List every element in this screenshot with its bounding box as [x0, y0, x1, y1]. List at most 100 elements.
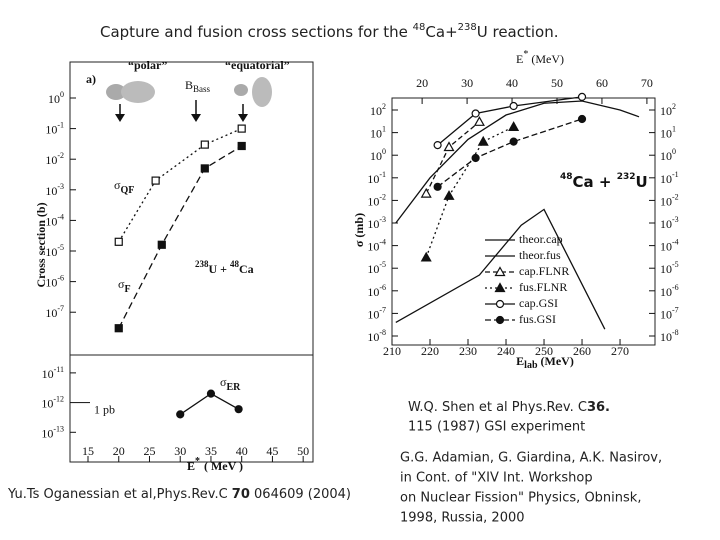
series-label: σER	[220, 375, 241, 394]
panel-label: a)	[86, 72, 96, 86]
data-point	[495, 299, 505, 309]
x2-tick-label: 60	[596, 76, 608, 90]
data-point	[237, 141, 246, 151]
data-point	[508, 121, 520, 131]
y-tick-label: 100	[48, 90, 64, 106]
x2-tick-label: 40	[506, 76, 518, 90]
x2-tick-label: 30	[461, 76, 473, 90]
y-tick-label: 10-7	[45, 304, 64, 320]
tick-exp: -12	[53, 394, 64, 403]
slide-title: Capture and fusion cross sections for th…	[100, 22, 559, 41]
tick-base: 10	[370, 126, 382, 140]
data-point	[477, 135, 489, 146]
tick-base: 10	[660, 262, 672, 276]
tick-base: 10	[45, 122, 57, 136]
x-tick-label: 240	[497, 344, 515, 358]
y-tick-label: 101	[660, 124, 676, 140]
tick-exp: -3	[57, 182, 64, 191]
tick-exp: 0	[382, 147, 386, 156]
x-tick-label: 220	[421, 344, 439, 358]
nucleus	[121, 81, 155, 103]
y-tick-label: 10-1	[660, 170, 679, 186]
tick-base: 10	[367, 217, 379, 231]
caption-line: G.G. Adamian, G. Giardina, A.K. Nasirov,	[400, 451, 662, 466]
data-point	[114, 237, 123, 246]
series-line	[395, 208, 606, 330]
tick-exp: 1	[672, 124, 676, 133]
x-tick-label: 270	[611, 344, 629, 358]
tick-base: 10	[660, 239, 672, 253]
data-point	[157, 240, 166, 249]
tick-exp: 0	[672, 147, 676, 156]
caption: W.Q. Shen et al Phys.Rev. C36.	[408, 400, 610, 415]
x-tick-label: 35	[205, 444, 217, 458]
y-tick-label: 10-5	[367, 260, 386, 276]
x2-tick-label: 50	[551, 76, 563, 90]
data-point	[494, 266, 506, 277]
arrows	[119, 100, 244, 120]
y-axis-title: Cross section (b)	[34, 202, 48, 287]
x-tick-label: 15	[82, 444, 94, 458]
y-tick-label: 101	[370, 124, 386, 140]
y-tick-label: 10-2	[45, 151, 64, 167]
nucleus	[252, 77, 272, 107]
data-point	[420, 187, 432, 198]
legend-label: theor.fus	[519, 248, 561, 262]
tick-base: 10	[660, 149, 672, 163]
y-tick-label: 10-3	[45, 182, 64, 198]
plot-frame	[391, 97, 656, 346]
data-point	[471, 153, 480, 163]
tick-base: 10	[660, 172, 672, 186]
caption-line: on Nuclear Fission" Physics, Obninsk,	[400, 491, 641, 506]
series-symbol: σ	[118, 277, 125, 291]
tick-base: 10	[48, 92, 60, 106]
data-point	[176, 410, 185, 419]
tick-base: 10	[367, 194, 379, 208]
tick-exp: -4	[57, 212, 64, 221]
data-point	[577, 114, 587, 124]
tick-base: 10	[370, 104, 382, 118]
y-tick-label: 10-2	[367, 192, 386, 208]
tick-exp: -11	[54, 365, 64, 374]
tick-base: 10	[41, 396, 53, 410]
tick-exp: -1	[57, 120, 64, 129]
y-tick-label: 10-3	[660, 215, 679, 231]
caption: 115 (1987) GSI experiment	[408, 420, 585, 435]
tick-base: 10	[45, 306, 57, 320]
tick-exp: -4	[672, 237, 679, 246]
x-tick-label: 45	[266, 444, 278, 458]
tick-exp: -8	[672, 328, 679, 337]
tick-exp: -6	[57, 273, 64, 282]
data-point	[494, 282, 506, 293]
tick-exp: -2	[379, 192, 386, 201]
x-tick-label: 20	[113, 444, 125, 458]
tick-base: 10	[660, 307, 672, 321]
series-label: σQF	[114, 178, 134, 197]
tick-exp: -7	[672, 305, 679, 314]
data-point	[234, 405, 243, 414]
y-tick-label: 10-2	[660, 192, 679, 208]
data-point	[443, 141, 455, 152]
series-symbol: σ	[220, 375, 227, 389]
data-point	[433, 141, 442, 150]
caption-line: in Cont. of "XIV Int. Workshop	[400, 471, 593, 486]
tick-base: 10	[367, 330, 379, 344]
series-line	[118, 145, 243, 329]
legend-label: theor.cap	[519, 232, 563, 246]
tick-base: 10	[367, 239, 379, 253]
tick-exp: -1	[379, 170, 386, 179]
shape-label: “polar”	[128, 58, 167, 72]
y-tick-label: 10-6	[45, 273, 64, 289]
tick-exp: -2	[57, 151, 64, 160]
legend-label: fus.GSI	[519, 312, 556, 326]
y-tick-label: 102	[660, 102, 676, 118]
tick-base: 10	[367, 172, 379, 186]
x2-tick-label: 70	[641, 76, 653, 90]
reaction-label: 238U + 48Ca	[195, 259, 254, 276]
tick-base: 10	[45, 245, 57, 259]
legend-label: fus.FLNR	[519, 280, 567, 294]
tick-base: 10	[660, 194, 672, 208]
y-tick-label: 10-5	[660, 260, 679, 276]
tick-exp: -6	[672, 283, 679, 292]
